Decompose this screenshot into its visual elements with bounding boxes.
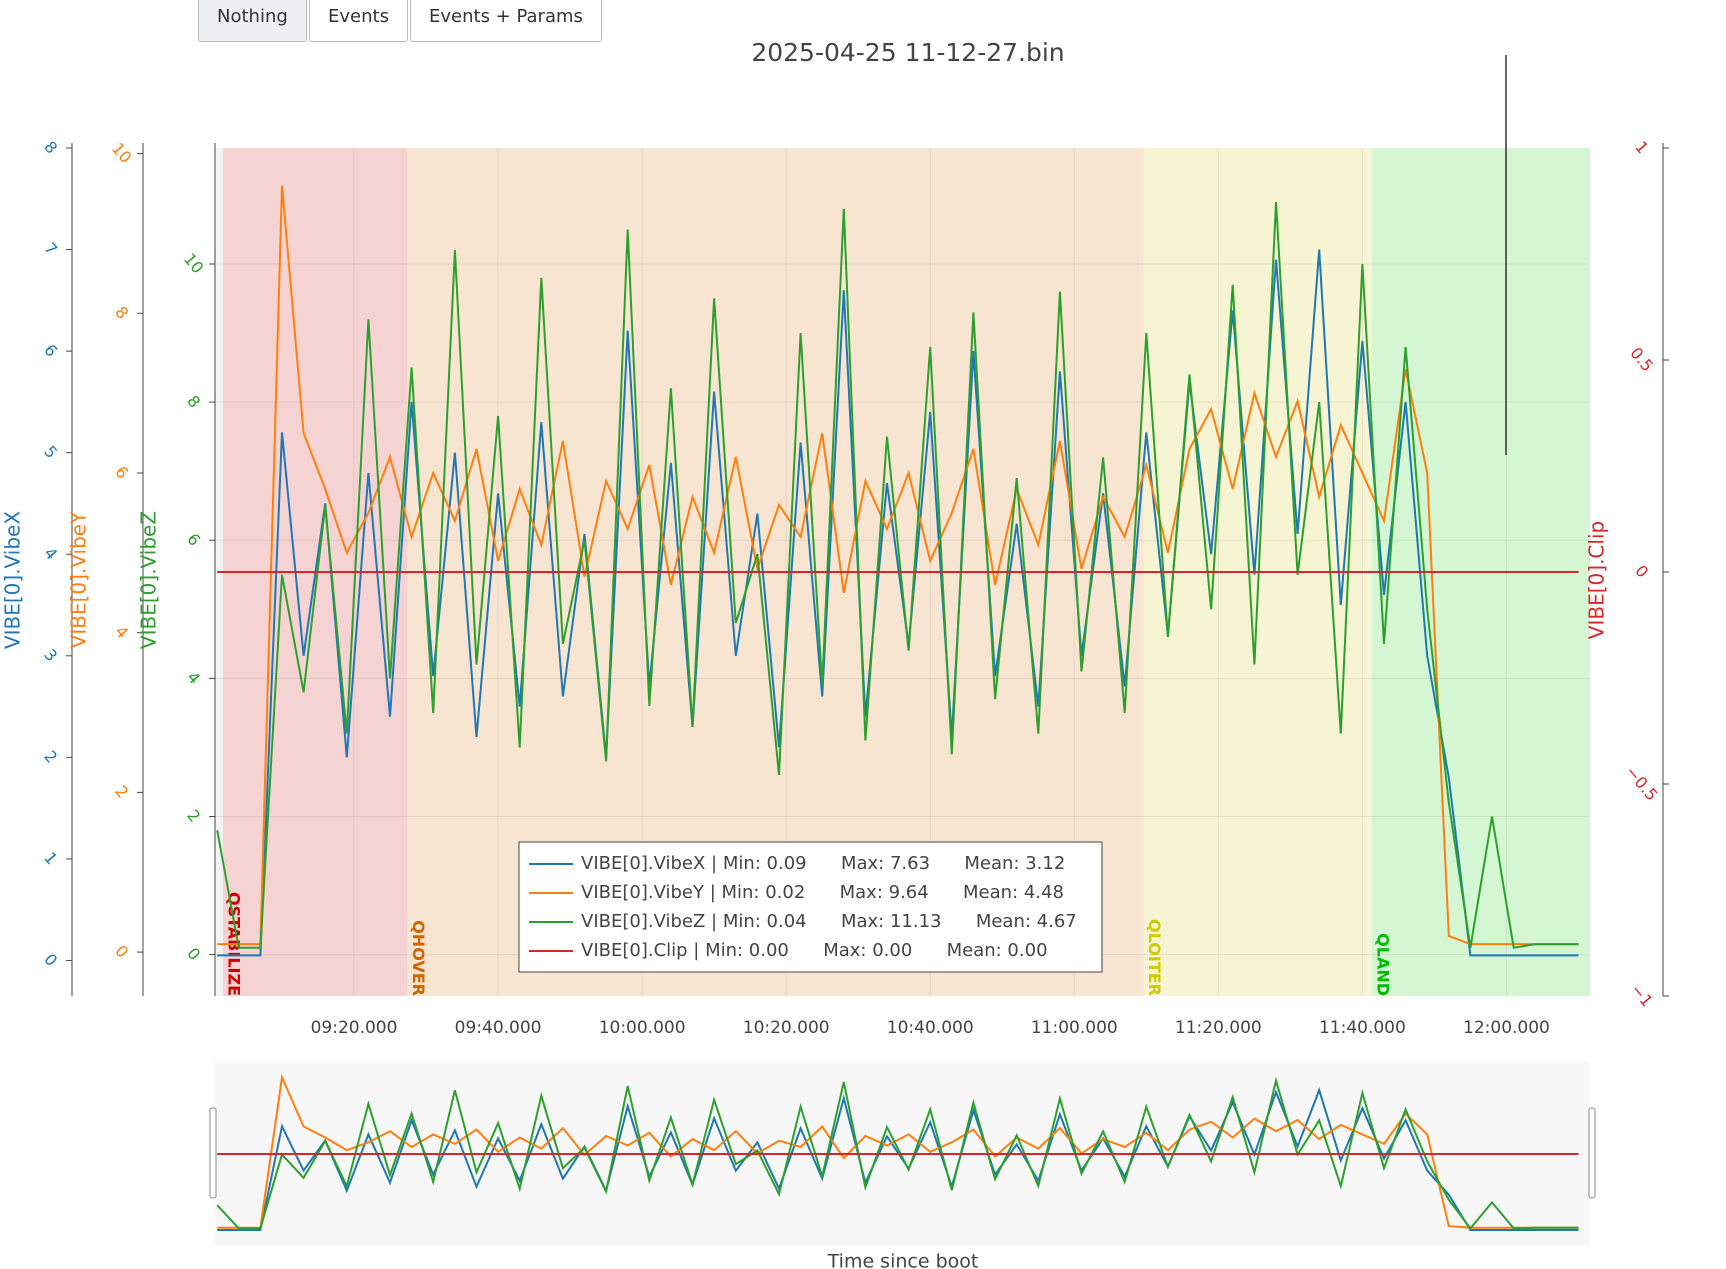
x-axis-title: Time since boot bbox=[827, 1251, 979, 1269]
y-tick-label: 10 bbox=[180, 249, 208, 277]
plot-background bbox=[215, 148, 1590, 996]
y-tick-label: 3 bbox=[40, 645, 61, 665]
slider-handle bbox=[1588, 1107, 1596, 1199]
button[interactable]: Events bbox=[309, 0, 408, 42]
mode-label: QHOVER bbox=[409, 920, 428, 996]
series-line bbox=[217, 185, 1579, 946]
button[interactable]: Nothing bbox=[198, 0, 307, 42]
y-tick-label: 1 bbox=[40, 848, 61, 868]
mode-label: QLAND bbox=[1373, 933, 1392, 996]
y-tick-label: 0 bbox=[1631, 561, 1652, 581]
legend-label: VIBE[0].Clip | Min: 0.00 Max: 0.00 Mean:… bbox=[581, 940, 1048, 961]
y-tick-label: 2 bbox=[111, 782, 132, 802]
y-tick-label: 6 bbox=[40, 340, 61, 360]
y-axis-title: VIBE[0].Clip bbox=[1585, 521, 1609, 639]
mode-region bbox=[1371, 148, 1590, 996]
x-tick-label: 10:00.000 bbox=[599, 1018, 686, 1038]
y-tick-label: 0 bbox=[40, 950, 61, 970]
y-tick-label: 8 bbox=[111, 303, 132, 323]
slider-line bbox=[217, 1087, 1579, 1231]
y-tick-label: 2 bbox=[183, 806, 204, 826]
x-tick-label: 12:00.000 bbox=[1463, 1018, 1550, 1038]
y-tick-label: 8 bbox=[40, 137, 61, 157]
mode-label: QLOITER bbox=[1145, 919, 1164, 996]
series-line bbox=[216, 201, 1579, 949]
legend-box bbox=[518, 841, 1103, 973]
y-tick-label: 7 bbox=[40, 239, 61, 259]
x-tick-label: 10:40.000 bbox=[887, 1018, 974, 1038]
legend-label: VIBE[0].VibeZ | Min: 0.04 Max: 11.13 Mea… bbox=[581, 911, 1077, 932]
range-slider bbox=[215, 1062, 1590, 1246]
y-axis-title: VIBE[0].VibeX bbox=[1, 511, 25, 649]
y-tick-label: 0 bbox=[183, 944, 204, 964]
y-tick-label: 10 bbox=[108, 139, 136, 167]
y-tick-label: 4 bbox=[111, 622, 132, 642]
y-tick-label: 0 bbox=[111, 941, 132, 961]
slider-line bbox=[217, 1073, 1579, 1229]
legend-label: VIBE[0].VibeY | Min: 0.02 Max: 9.64 Mean… bbox=[581, 882, 1064, 903]
y-axis-title: VIBE[0].VibeZ bbox=[137, 511, 161, 649]
mode-region bbox=[222, 148, 408, 996]
x-tick-label: 09:20.000 bbox=[311, 1018, 398, 1038]
y-tick-label: 4 bbox=[183, 668, 204, 688]
y-tick-label: 6 bbox=[111, 462, 132, 482]
mode-region bbox=[407, 148, 1144, 996]
y-tick-label: 1 bbox=[1631, 137, 1652, 157]
button[interactable]: Events + Params bbox=[410, 0, 602, 42]
y-tick-label: 8 bbox=[183, 391, 204, 411]
slider-handle bbox=[209, 1107, 217, 1199]
y-tick-label: −1 bbox=[1627, 980, 1657, 1010]
x-tick-label: 09:40.000 bbox=[455, 1018, 542, 1038]
legend-label: VIBE[0].VibeX | Min: 0.09 Max: 7.63 Mean… bbox=[581, 853, 1065, 874]
x-tick-label: 10:20.000 bbox=[743, 1018, 830, 1038]
x-tick-label: 11:40.000 bbox=[1319, 1018, 1406, 1038]
slider-line bbox=[216, 1076, 1579, 1231]
y-axis-title: VIBE[0].VibeY bbox=[67, 511, 91, 648]
mode-region bbox=[1143, 148, 1372, 996]
series-line bbox=[217, 249, 1579, 957]
y-tick-label: 4 bbox=[40, 544, 61, 564]
x-tick-label: 11:00.000 bbox=[1031, 1018, 1118, 1038]
y-tick-label: 2 bbox=[40, 747, 61, 767]
chart-title: 2025-04-25 11-12-27.bin bbox=[751, 38, 1064, 67]
mode-label: QSTABILIZE bbox=[224, 892, 243, 996]
y-tick-label: 5 bbox=[40, 442, 61, 462]
y-tick-label: −0.5 bbox=[1622, 762, 1662, 804]
x-tick-label: 11:20.000 bbox=[1175, 1018, 1262, 1038]
y-tick-label: 6 bbox=[183, 530, 204, 550]
y-tick-label: 0.5 bbox=[1626, 344, 1657, 376]
